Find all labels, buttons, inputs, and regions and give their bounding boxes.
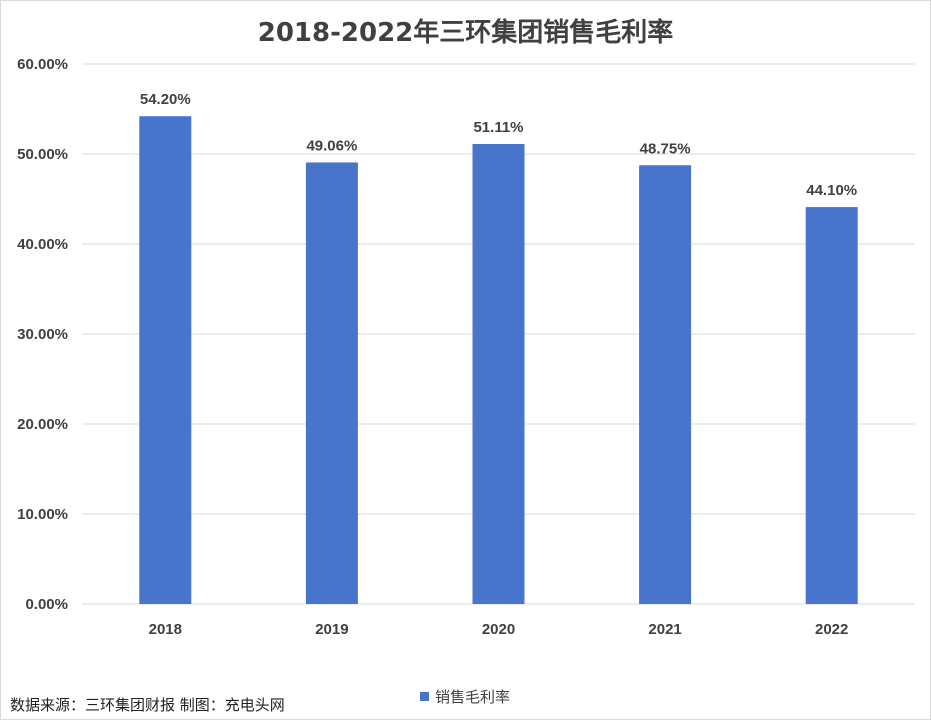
data-label-2022: 44.10% (806, 182, 857, 199)
bar-series (139, 116, 858, 604)
y-tick-label: 60.00% (17, 56, 68, 73)
data-labels: 54.20% 49.06% 51.11% 48.75% 44.10% (140, 91, 857, 199)
x-tick-label: 2022 (815, 621, 848, 638)
data-label-2020: 51.11% (473, 119, 523, 136)
legend: 销售毛利率 (420, 686, 510, 706)
x-axis-tick-labels: 2018 2019 2020 2021 2022 (149, 621, 849, 638)
chart-title: 2018-2022年三环集团销售毛利率 (257, 18, 674, 48)
bar-2021 (639, 165, 692, 604)
data-label-2021: 48.75% (640, 140, 691, 157)
y-tick-label: 40.00% (17, 236, 68, 253)
source-note: 数据来源：三环集团财报 制图：充电头网 (10, 696, 285, 714)
y-tick-label: 0.00% (25, 596, 68, 613)
x-tick-label: 2019 (315, 621, 348, 638)
bar-2020 (472, 144, 525, 604)
y-axis-tick-labels: 0.00% 10.00% 20.00% 30.00% 40.00% 50.00% 60.00… (17, 56, 68, 613)
bar-2019 (305, 162, 358, 604)
y-tick-label: 30.00% (17, 326, 68, 343)
y-tick-label: 10.00% (17, 506, 68, 523)
legend-swatch (420, 691, 429, 701)
x-tick-label: 2020 (482, 621, 515, 638)
y-tick-label: 20.00% (17, 416, 68, 433)
legend-label: 销售毛利率 (435, 687, 511, 706)
data-label-2019: 49.06% (306, 137, 357, 154)
y-tick-label: 50.00% (17, 146, 68, 163)
bar-2022 (805, 207, 858, 604)
x-tick-label: 2018 (149, 621, 182, 638)
bar-2018 (139, 116, 192, 604)
data-label-2018: 54.20% (140, 91, 191, 108)
x-tick-label: 2021 (648, 621, 681, 638)
